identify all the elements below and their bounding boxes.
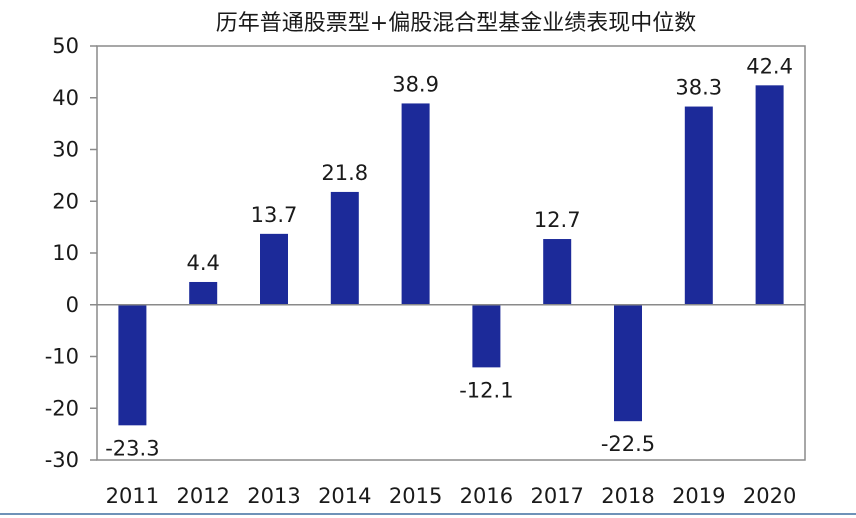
y-tick-label: -10 bbox=[45, 345, 79, 369]
y-tick-label: 10 bbox=[52, 241, 79, 265]
plot-frame bbox=[0, 45, 856, 515]
data-label-2013: 13.7 bbox=[251, 203, 298, 227]
bar-series: -23.3 4.4 13.7 21.8 38.9 -12.1 12.7 -22.5 38.3 42… bbox=[105, 54, 793, 460]
data-label-2018: -22.5 bbox=[601, 432, 655, 456]
y-tick-label: 20 bbox=[52, 189, 79, 213]
x-tick-label: 2020 bbox=[743, 484, 796, 508]
x-tick-label: 2017 bbox=[530, 484, 583, 508]
x-axis: 2011 2012 2013 2014 2015 2016 2017 2018 2019 2020 bbox=[106, 484, 797, 508]
data-label-2014: 21.8 bbox=[321, 161, 368, 185]
data-label-2016: -12.1 bbox=[459, 378, 513, 402]
x-tick-label: 2018 bbox=[601, 484, 654, 508]
x-tick-label: 2014 bbox=[318, 484, 371, 508]
data-label-2017: 12.7 bbox=[534, 208, 581, 232]
chart-title: 历年普通股票型+偏股混合型基金业绩表现中位数 bbox=[216, 11, 696, 36]
bar-2016 bbox=[472, 304, 501, 368]
data-label-2011: -23.3 bbox=[105, 436, 159, 460]
y-tick-label: -30 bbox=[45, 448, 79, 472]
x-tick-label: 2013 bbox=[247, 484, 300, 508]
data-label-2012: 4.4 bbox=[186, 251, 219, 275]
bar-2013 bbox=[260, 233, 288, 305]
x-tick-label: 2011 bbox=[106, 484, 159, 508]
bar-2018 bbox=[614, 304, 642, 422]
data-label-2019: 38.3 bbox=[675, 76, 722, 100]
bar-2020 bbox=[755, 85, 784, 305]
y-tick-label: -20 bbox=[45, 396, 79, 420]
y-tick-label: 30 bbox=[52, 138, 79, 162]
bar-2011 bbox=[118, 304, 147, 426]
y-tick-label: 40 bbox=[52, 86, 79, 110]
bar-2015 bbox=[401, 103, 430, 305]
y-tick-label: 50 bbox=[52, 34, 79, 58]
plot-border bbox=[96, 45, 806, 461]
y-tick-label: 0 bbox=[66, 293, 79, 317]
bar-2014 bbox=[330, 191, 359, 305]
bar-2017 bbox=[543, 239, 572, 305]
x-tick-label: 2019 bbox=[672, 484, 725, 508]
bar-2012 bbox=[189, 281, 218, 305]
x-tick-label: 2012 bbox=[176, 484, 229, 508]
data-label-2015: 38.9 bbox=[392, 72, 439, 96]
x-tick-label: 2015 bbox=[389, 484, 442, 508]
x-tick-label: 2016 bbox=[460, 484, 513, 508]
y-axis: 50 40 30 20 10 0 -10 -20 -30 bbox=[45, 34, 97, 472]
data-label-2020: 42.4 bbox=[746, 54, 793, 78]
bar-2019 bbox=[684, 106, 713, 305]
